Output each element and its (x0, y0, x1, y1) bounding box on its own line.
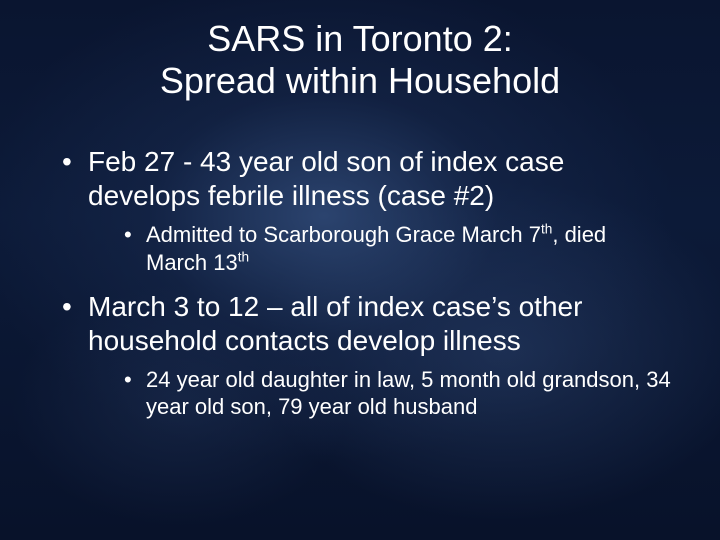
title-line-2: Spread within Household (160, 60, 560, 101)
bullet-1-sub-1: Admitted to Scarborough Grace March 7th,… (124, 221, 672, 276)
bullet-2-text: March 3 to 12 – all of index case’s othe… (88, 291, 582, 356)
ordinal-sup-2: th (238, 249, 249, 264)
bullet-1-sublist: Admitted to Scarborough Grace March 7th,… (88, 221, 672, 276)
bullet-2-sublist: 24 year old daughter in law, 5 month old… (88, 366, 672, 421)
bullet-2-sub-1: 24 year old daughter in law, 5 month old… (124, 366, 672, 421)
bullet-1-text: Feb 27 - 43 year old son of index case d… (88, 146, 564, 211)
slide: SARS in Toronto 2: Spread within Househo… (0, 0, 720, 540)
slide-title: SARS in Toronto 2: Spread within Househo… (48, 18, 672, 103)
bullet-2-sub-1-text: 24 year old daughter in law, 5 month old… (146, 367, 671, 419)
ordinal-sup-1: th (541, 222, 552, 237)
bullet-2: March 3 to 12 – all of index case’s othe… (62, 290, 672, 421)
title-line-1: SARS in Toronto 2: (207, 18, 513, 59)
bullet-list: Feb 27 - 43 year old son of index case d… (48, 145, 672, 421)
bullet-1-sub-1-pre: Admitted to Scarborough Grace March 7 (146, 222, 541, 247)
bullet-1: Feb 27 - 43 year old son of index case d… (62, 145, 672, 276)
